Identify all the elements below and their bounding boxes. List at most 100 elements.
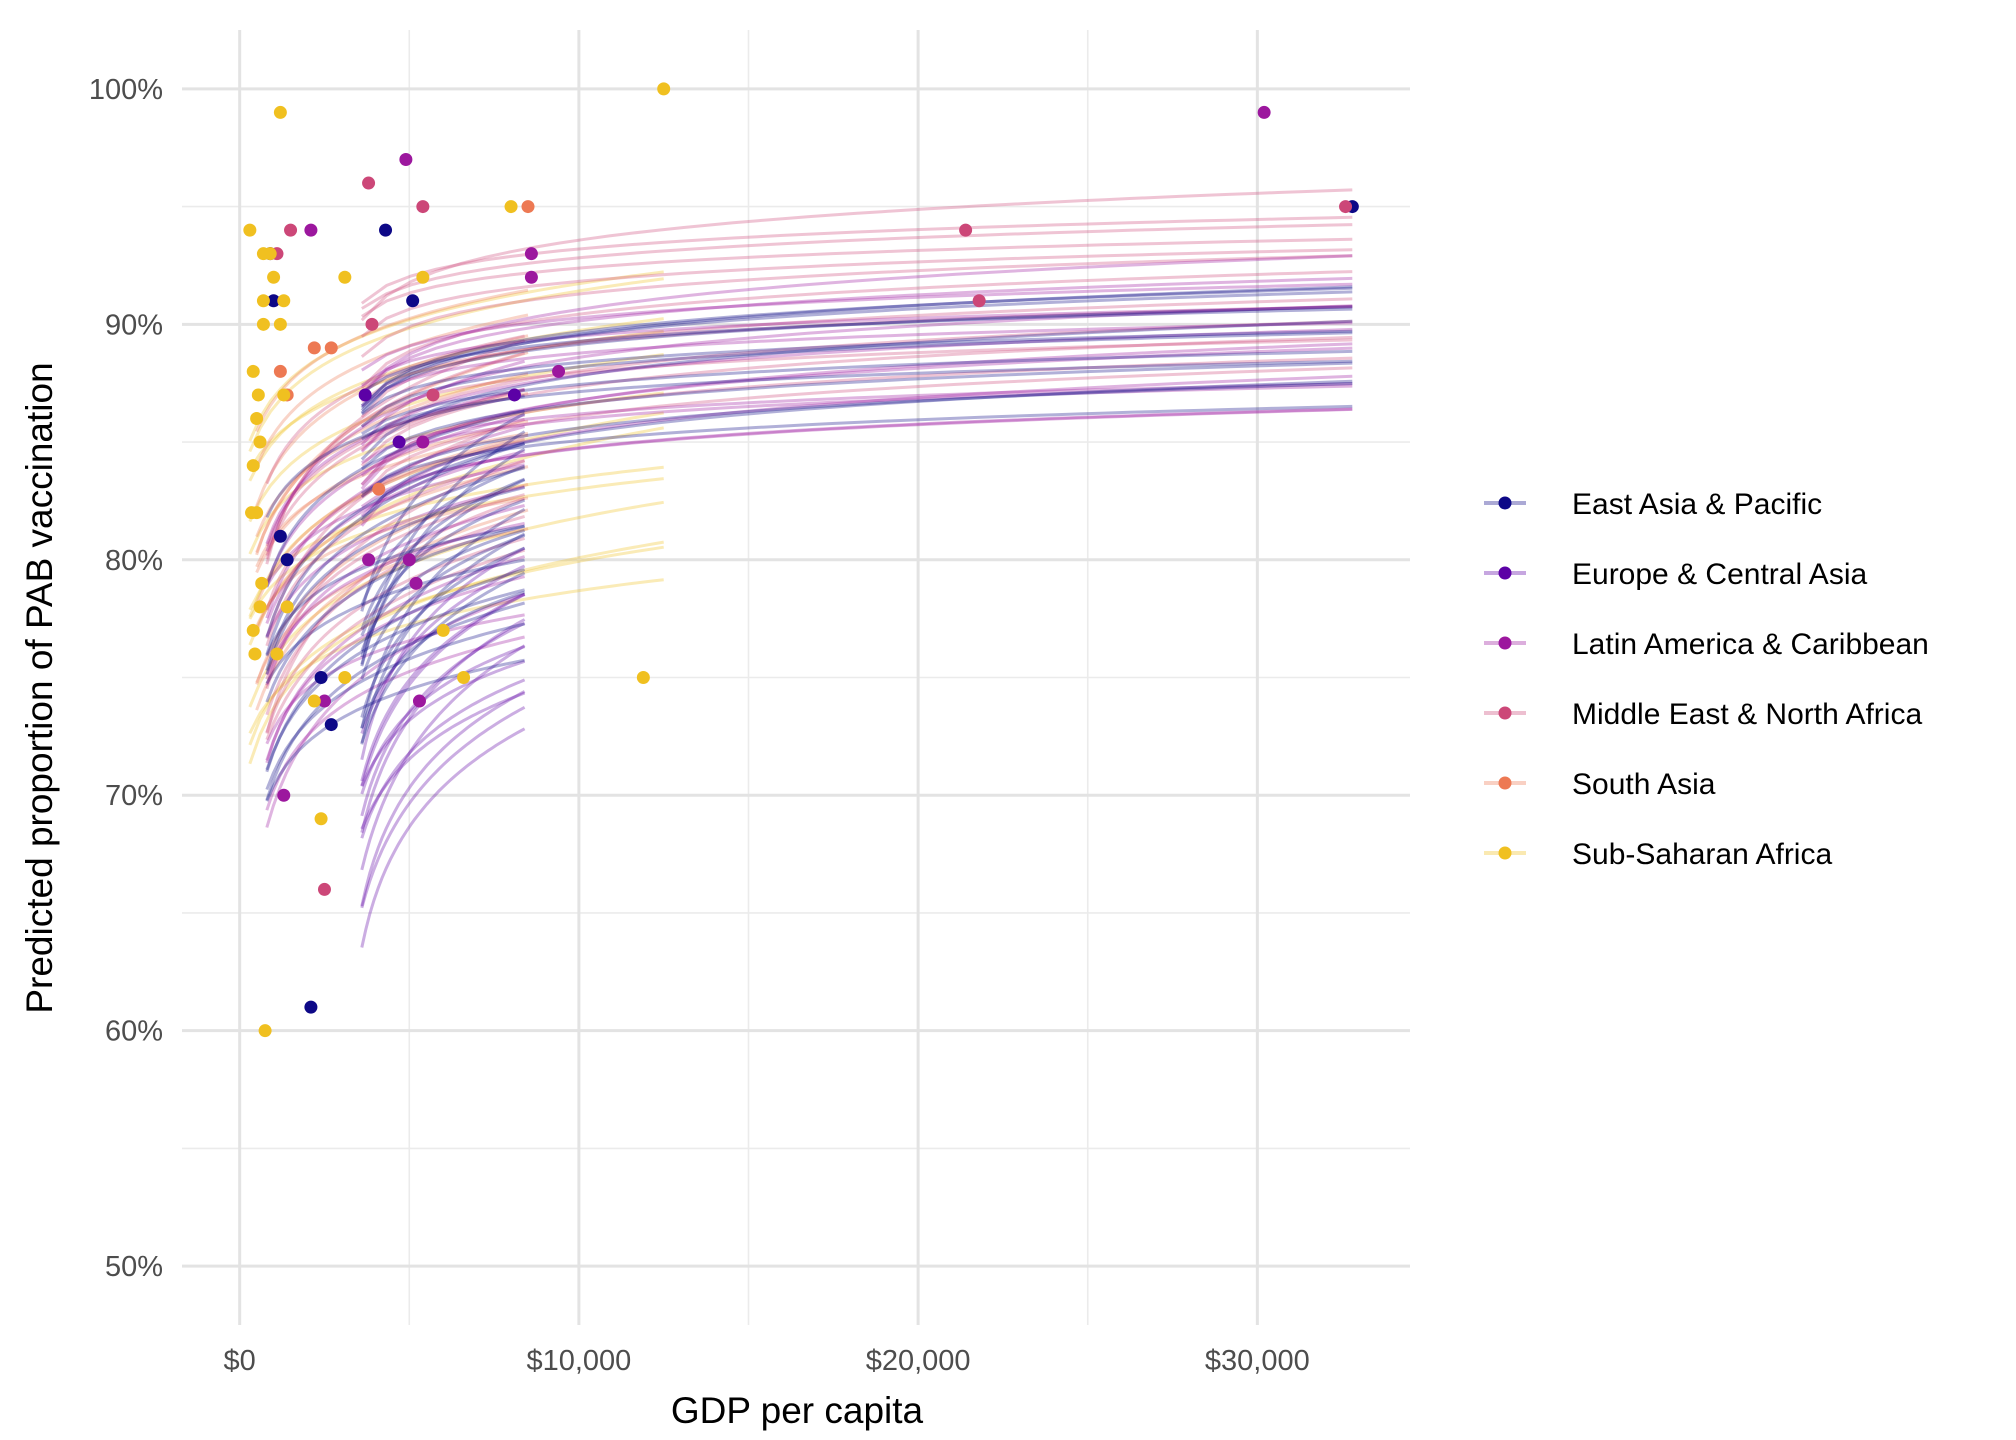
fit-line-2 bbox=[360, 276, 1353, 397]
fit-line-4 bbox=[255, 419, 529, 574]
fit-line-0 bbox=[360, 464, 526, 606]
fit-line-0 bbox=[265, 588, 525, 771]
legend: East Asia & Pacific Europe & Central Asia… bbox=[1484, 488, 1929, 871]
data-point bbox=[416, 270, 430, 284]
data-point bbox=[416, 200, 430, 214]
data-point bbox=[409, 576, 423, 590]
fit-line-0 bbox=[265, 568, 526, 773]
fit-line-0 bbox=[360, 285, 1353, 414]
legend-key-point bbox=[1498, 496, 1512, 510]
data-point bbox=[636, 671, 650, 684]
fit-line-3 bbox=[361, 223, 1353, 310]
fit-line-0 bbox=[265, 622, 525, 791]
fit-line-2 bbox=[265, 463, 525, 587]
fit-line-1 bbox=[360, 644, 526, 871]
fit-line-3 bbox=[265, 417, 526, 639]
legend-label: Europe & Central Asia bbox=[1572, 558, 1867, 591]
y-tick-label: 80% bbox=[105, 545, 163, 577]
fit-line-0 bbox=[360, 498, 526, 637]
fit-line-2 bbox=[360, 374, 1353, 527]
fit-line-3 bbox=[360, 319, 1353, 452]
fit-line-0 bbox=[360, 528, 526, 652]
fit-line-2 bbox=[265, 635, 525, 811]
fit-line-3 bbox=[360, 270, 1353, 389]
legend-label: Sub-Saharan Africa bbox=[1572, 838, 1832, 871]
data-point bbox=[372, 482, 386, 496]
fit-line-2 bbox=[360, 346, 1353, 486]
fit-line-3 bbox=[265, 459, 526, 690]
data-point bbox=[416, 435, 430, 449]
data-point bbox=[324, 718, 338, 732]
data-point bbox=[317, 882, 331, 896]
data-point bbox=[267, 294, 281, 308]
data-point bbox=[255, 576, 269, 590]
fit-line-4 bbox=[255, 465, 529, 632]
data-point bbox=[392, 435, 406, 449]
legend-label: Middle East & North Africa bbox=[1572, 698, 1922, 731]
fit-line-0 bbox=[360, 430, 526, 658]
fit-line-4 bbox=[255, 334, 529, 507]
fit-line-1 bbox=[360, 618, 526, 833]
fit-line-2 bbox=[265, 521, 525, 676]
data-point bbox=[412, 694, 426, 708]
data-point bbox=[246, 459, 260, 473]
fit-line-0 bbox=[265, 441, 526, 656]
data-point bbox=[280, 553, 294, 567]
fit-line-2 bbox=[265, 449, 525, 625]
fit-line-2 bbox=[360, 304, 1353, 447]
fit-line-2 bbox=[360, 407, 1353, 518]
data-point bbox=[307, 694, 321, 708]
x-tick-label: $30,000 bbox=[1205, 1345, 1310, 1377]
fit-line-0 bbox=[360, 331, 1353, 428]
y-tick-label: 70% bbox=[105, 780, 163, 812]
data-point bbox=[267, 270, 281, 284]
data-point bbox=[246, 623, 260, 637]
fit-line-5 bbox=[248, 411, 664, 618]
data-point bbox=[552, 364, 566, 378]
fit-line-4 bbox=[255, 433, 529, 605]
fit-line-1 bbox=[360, 546, 526, 761]
fit-line-5 bbox=[248, 277, 664, 453]
fit-line-0 bbox=[360, 533, 526, 680]
fit-line-2 bbox=[360, 342, 1353, 490]
data-point bbox=[338, 671, 352, 684]
data-point bbox=[304, 1000, 318, 1014]
fit-line-1 bbox=[360, 621, 526, 817]
x-tick-label: $10,000 bbox=[526, 1345, 631, 1377]
data-point bbox=[277, 788, 291, 802]
data-point bbox=[521, 200, 535, 214]
fit-line-1 bbox=[360, 564, 526, 735]
fit-line-4 bbox=[255, 431, 529, 568]
data-point bbox=[402, 553, 416, 567]
fit-line-2 bbox=[360, 407, 1353, 508]
fit-line-3 bbox=[360, 248, 1353, 338]
fit-line-5 bbox=[248, 578, 664, 734]
data-point bbox=[406, 294, 420, 308]
fit-line-0 bbox=[360, 546, 526, 718]
fit-line-5 bbox=[248, 270, 664, 442]
fit-line-3 bbox=[265, 338, 526, 560]
fit-line-3 bbox=[360, 188, 1353, 322]
fit-line-3 bbox=[360, 366, 1353, 498]
fit-line-0 bbox=[360, 290, 1353, 407]
data-point bbox=[426, 388, 440, 402]
fit-line-0 bbox=[360, 412, 526, 612]
fit-line-2 bbox=[360, 327, 1353, 453]
legend-label: South Asia bbox=[1572, 768, 1716, 801]
data-point bbox=[258, 1024, 272, 1038]
data-point bbox=[457, 671, 471, 684]
fit-line-4 bbox=[255, 482, 529, 685]
fit-line-0 bbox=[361, 349, 1353, 436]
fit-line-0 bbox=[360, 319, 1353, 461]
fit-line-0 bbox=[360, 382, 1353, 499]
data-point bbox=[362, 553, 376, 567]
fit-line-3 bbox=[265, 459, 525, 647]
fit-line-5 bbox=[248, 477, 664, 620]
data-point bbox=[307, 341, 321, 355]
x-axis-title: GDP per capita bbox=[671, 1390, 924, 1431]
fit-line-0 bbox=[360, 571, 526, 744]
fit-line-5 bbox=[248, 500, 664, 708]
data-point bbox=[436, 623, 450, 637]
fit-line-4 bbox=[255, 288, 529, 433]
